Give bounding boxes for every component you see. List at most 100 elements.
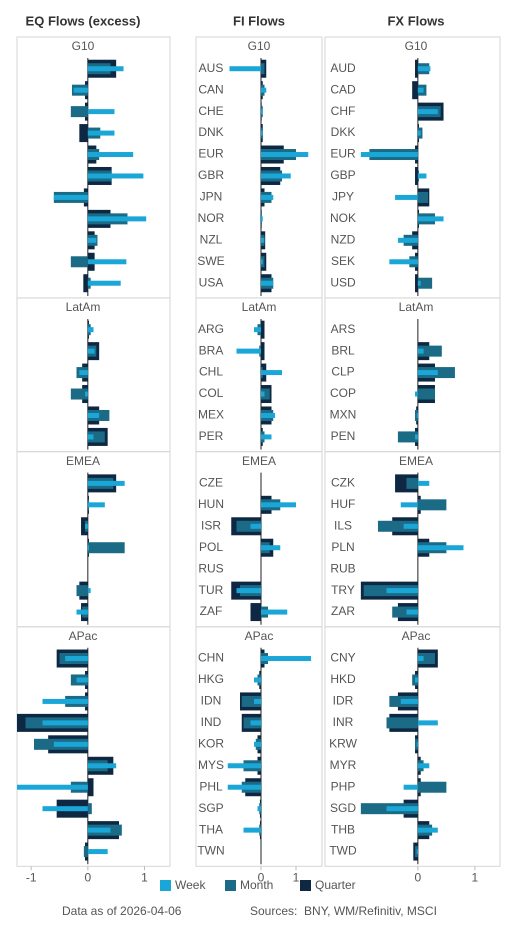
sources-note: Sources: BNY, WM/Refinitiv, MSCI: [250, 904, 437, 918]
legend-label: Quarter: [315, 878, 356, 892]
category-label: NOK: [330, 211, 356, 225]
bar-month: [397, 431, 418, 443]
bar-week: [417, 280, 421, 286]
bar-week: [261, 173, 291, 179]
bar-week: [87, 502, 105, 508]
bar-week: [227, 763, 261, 769]
bar-week: [261, 412, 275, 418]
group-name: APac: [402, 629, 431, 643]
category-label: PER: [199, 429, 224, 443]
bar-month: [87, 431, 105, 443]
bar-week: [254, 741, 261, 747]
category-label: POL: [199, 540, 223, 554]
category-label: JPY: [332, 190, 354, 204]
panel-title: EQ Flows (excess): [26, 13, 141, 28]
bar-week: [417, 130, 421, 136]
bar-quarter: [87, 778, 94, 797]
bar-week: [400, 502, 418, 508]
x-tick-label: 0: [258, 870, 265, 884]
category-label: DKK: [331, 125, 356, 139]
bar-week: [416, 741, 418, 747]
bar-week: [85, 391, 88, 397]
category-label: SEK: [331, 254, 355, 268]
bar-week: [65, 656, 88, 662]
bar-week: [261, 656, 312, 662]
panel-title: FI Flows: [233, 13, 285, 28]
bar-week: [417, 480, 430, 486]
bar-week: [417, 545, 464, 551]
bar-week: [87, 130, 115, 136]
category-label: ZAF: [200, 604, 223, 618]
bar-week: [417, 370, 438, 376]
bar-month: [417, 781, 447, 793]
bar-week: [76, 609, 88, 615]
bar-week: [417, 827, 438, 833]
bar-week: [403, 523, 418, 529]
bar-week: [236, 348, 261, 354]
category-label: NOR: [198, 211, 225, 225]
category-label: SGP: [198, 801, 223, 815]
bar-quarter: [250, 603, 261, 622]
category-label: CHF: [331, 104, 356, 118]
bar-month: [70, 388, 88, 400]
bar-week: [417, 348, 424, 354]
bar-week: [87, 259, 127, 265]
category-label: ARS: [331, 322, 356, 336]
bar-month: [386, 717, 418, 729]
group-name: EMEA: [66, 454, 100, 468]
bar-week: [87, 827, 111, 833]
bar-week: [42, 720, 88, 726]
bar-week: [261, 109, 263, 115]
category-label: ISR: [201, 518, 221, 532]
bar-month: [261, 63, 265, 75]
category-label: HUF: [331, 497, 356, 511]
bar-quarter: [415, 274, 418, 293]
bar-month: [417, 277, 433, 289]
bar-week: [415, 391, 418, 397]
category-label: KRW: [329, 736, 357, 750]
category-label: TUR: [199, 583, 224, 597]
bar-month: [417, 653, 435, 665]
bar-week: [87, 327, 94, 333]
category-label: ZAR: [331, 604, 355, 618]
group-box: [16, 626, 171, 867]
bar-week: [87, 545, 89, 551]
bar-week: [261, 194, 274, 200]
category-label: JPN: [200, 190, 223, 204]
bar-month: [406, 477, 418, 489]
bar-month: [417, 388, 435, 400]
category-label: THA: [199, 822, 223, 836]
category-label: NZD: [331, 232, 356, 246]
bar-week: [386, 588, 418, 594]
bar-week: [261, 370, 282, 376]
bar-week: [261, 609, 288, 615]
bar-month: [83, 846, 88, 858]
bar-week: [417, 720, 438, 726]
bar-week: [415, 434, 418, 440]
category-label: PHL: [199, 779, 223, 793]
bar-week: [254, 677, 261, 683]
bar-week: [229, 66, 261, 72]
bar-week: [227, 784, 261, 790]
category-label: CAD: [330, 82, 356, 96]
bar-month: [87, 803, 92, 815]
category-label: USA: [199, 275, 224, 289]
bar-week: [87, 480, 125, 486]
x-tick-label: -1: [26, 870, 37, 884]
bar-week: [397, 237, 418, 243]
category-label: MEX: [198, 408, 224, 422]
bar-week: [76, 677, 88, 683]
category-label: SWE: [197, 254, 224, 268]
category-label: RUB: [330, 561, 355, 575]
group-name: G10: [248, 39, 271, 53]
category-label: IDN: [201, 694, 222, 708]
bar-week: [87, 237, 97, 243]
category-label: USD: [330, 275, 356, 289]
bar-week: [87, 152, 134, 158]
bar-quarter: [83, 274, 88, 293]
bar-month: [241, 695, 261, 707]
category-label: HKD: [330, 672, 356, 686]
bar-month: [76, 585, 88, 597]
bar-week: [261, 87, 267, 93]
